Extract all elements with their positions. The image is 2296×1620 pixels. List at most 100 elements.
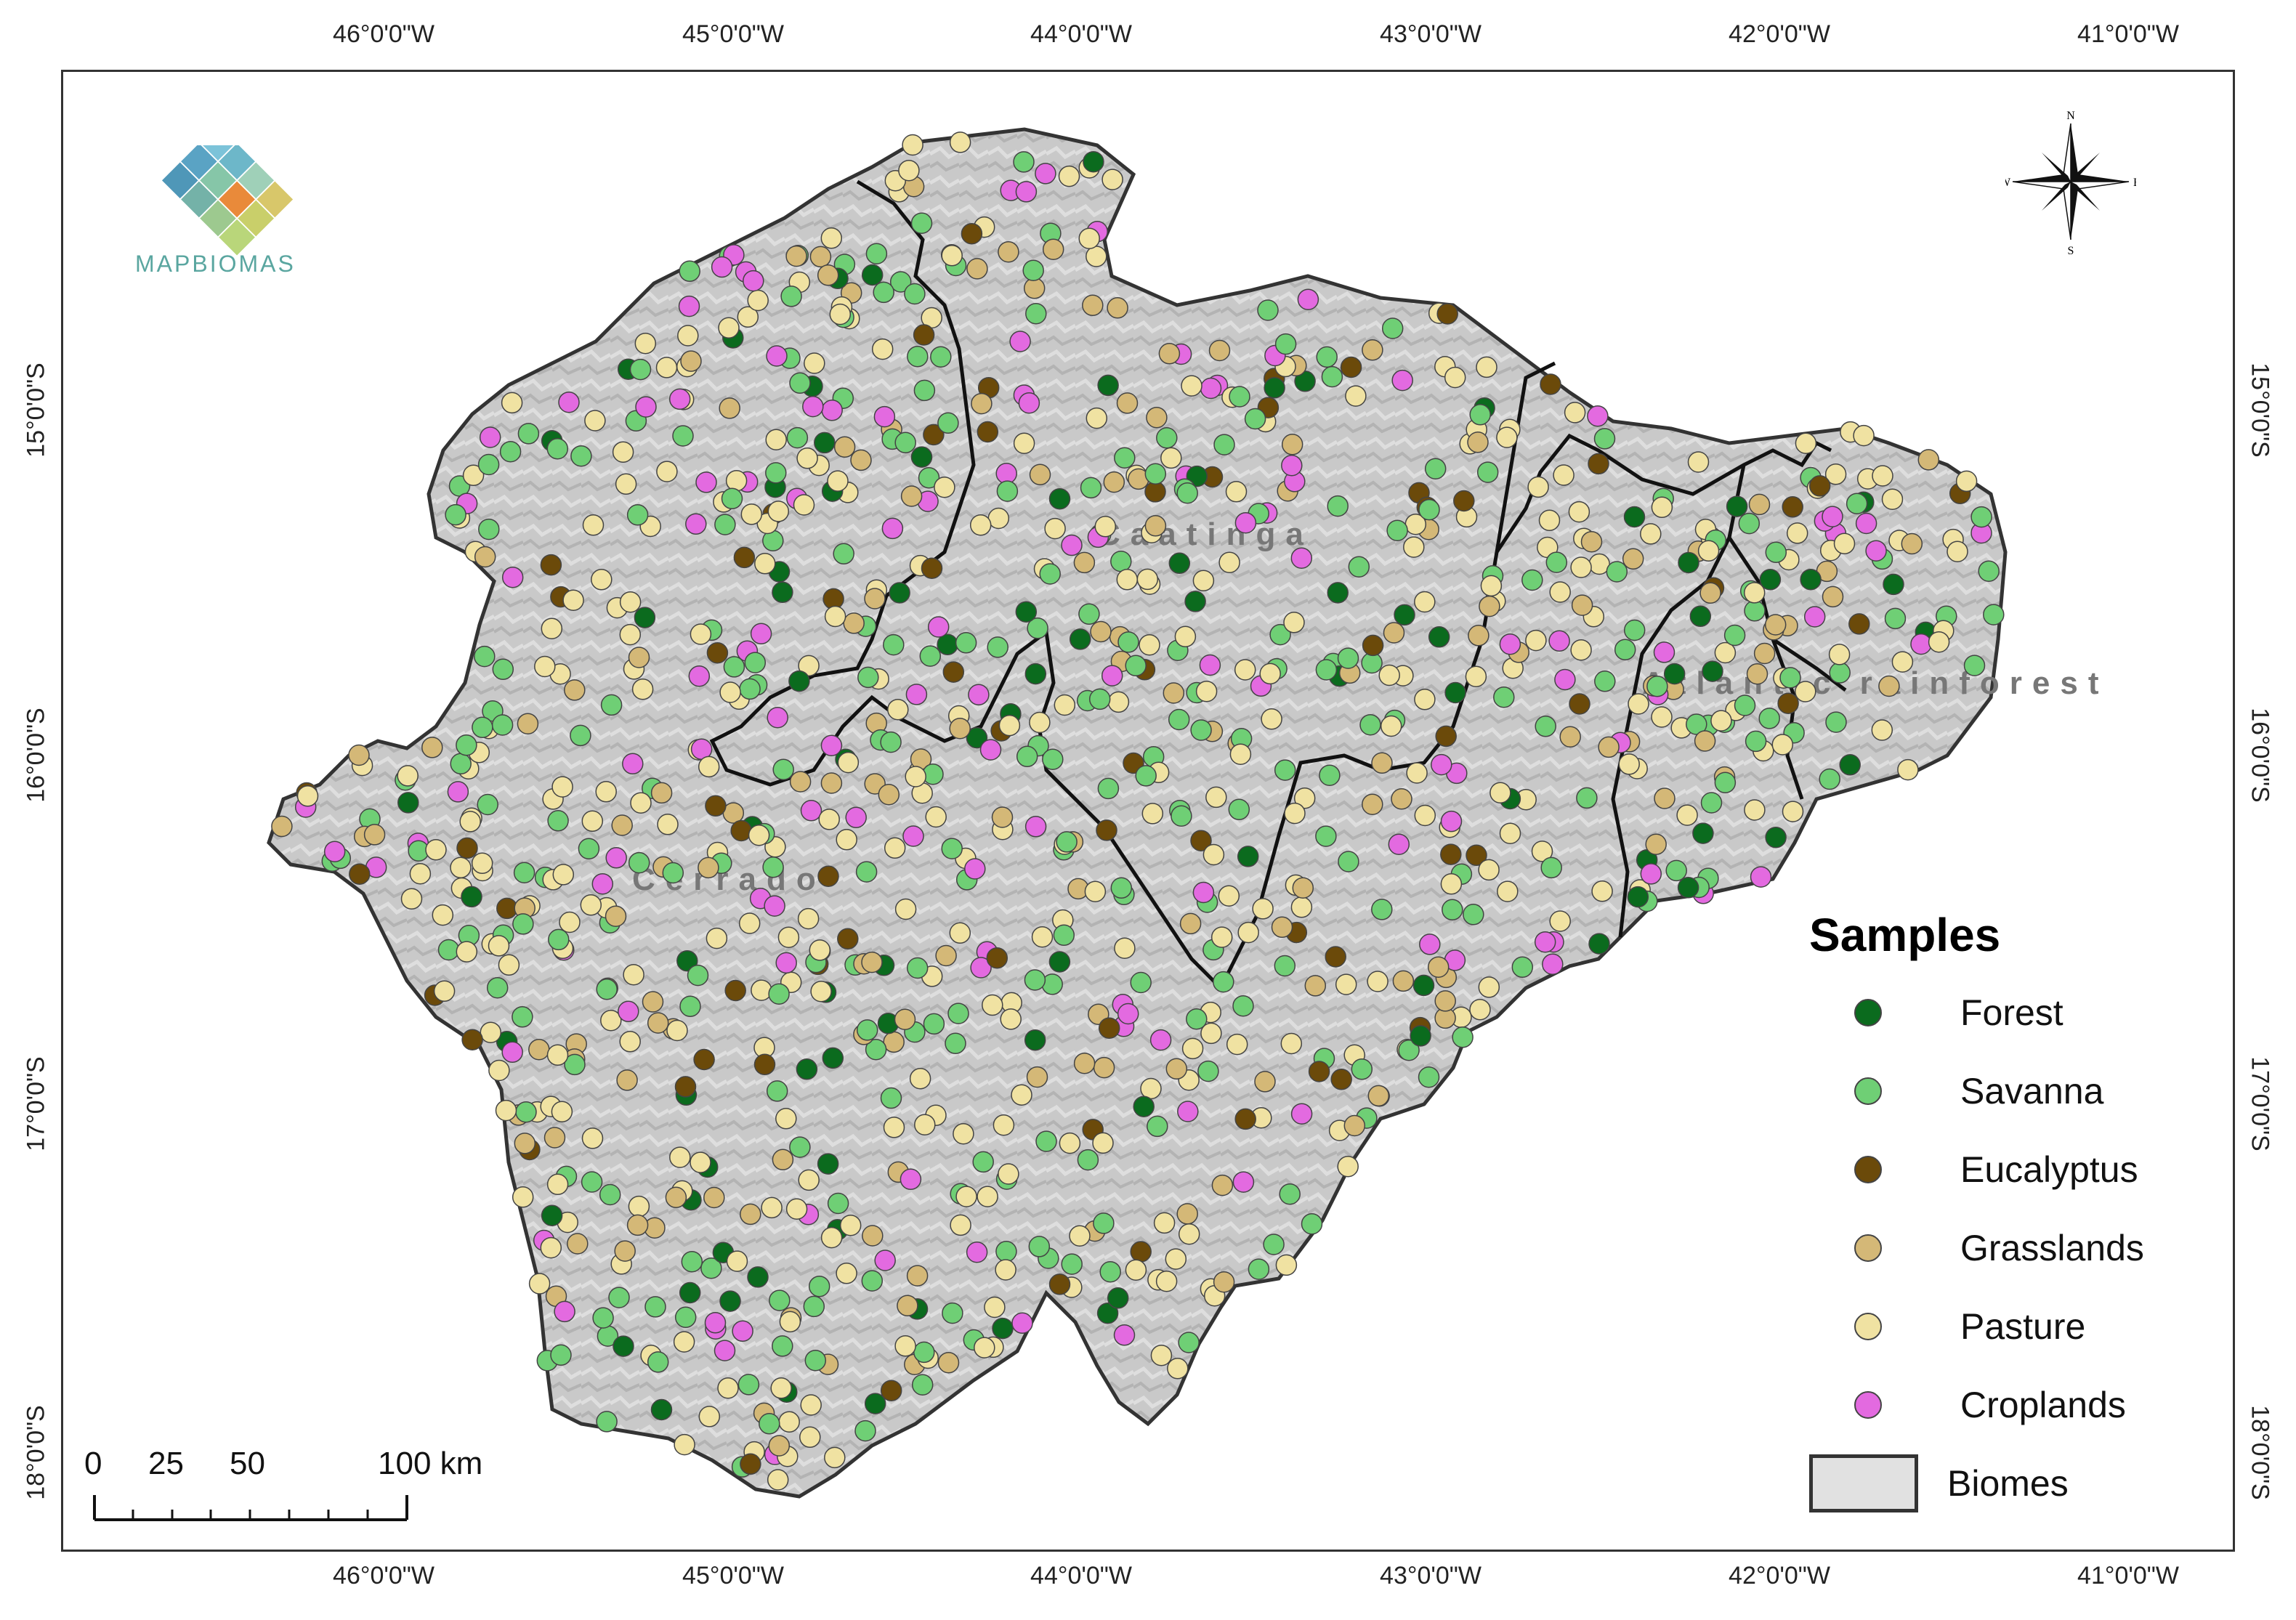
sample-point-savanna [1424, 458, 1447, 479]
sample-point-forest [1663, 663, 1686, 685]
sample-point-pasture [740, 503, 763, 525]
sample-point-pasture [656, 461, 678, 482]
sample-point-croplands [881, 517, 904, 540]
sample-point-savanna [1418, 498, 1440, 521]
sample-point-croplands [1640, 863, 1662, 885]
sample-point-forest [1677, 877, 1699, 899]
sample-point-grasslands [1822, 586, 1844, 608]
sample-point-pasture [397, 765, 419, 787]
sample-point-savanna [855, 861, 878, 883]
sample-point-savanna [923, 1013, 945, 1035]
sample-point-grasslands [1559, 726, 1581, 748]
sample-point-pasture [1538, 509, 1561, 532]
sample-point-croplands [1542, 953, 1564, 975]
sample-point-pasture [1218, 885, 1240, 907]
sample-point-savanna [1442, 899, 1463, 921]
sample-point-croplands [1234, 511, 1257, 534]
sample-point-savanna [1398, 1039, 1420, 1061]
sample-point-forest [1048, 951, 1071, 973]
sample-point-savanna [1042, 748, 1064, 770]
sample-point-savanna [1594, 671, 1616, 692]
sample-point-pasture [1771, 734, 1794, 756]
sample-point-pasture [1013, 432, 1035, 454]
sample-point-eucalyptus [1190, 830, 1212, 851]
sample-point-croplands [927, 616, 950, 638]
sample-point-savanna [769, 1289, 791, 1311]
sample-point-pasture [1202, 843, 1225, 866]
sample-point-grasslands [517, 713, 539, 734]
sample-point-grasslands [1042, 238, 1064, 260]
sample-point-savanna [450, 753, 472, 775]
sample-point-pasture [400, 888, 423, 910]
sample-point-pasture [871, 338, 894, 360]
sample-point-savanna [1765, 541, 1787, 564]
sample-point-savanna [600, 694, 623, 716]
sample-point-pasture [909, 1067, 931, 1090]
bottom-tick-45w: 45°0'0"W [682, 1562, 784, 1589]
sample-point-grasslands [1271, 916, 1293, 939]
sample-point-savanna [1110, 550, 1132, 572]
sample-point-pasture [1155, 1270, 1178, 1292]
sample-point-pasture [1549, 581, 1571, 603]
sample-point-eucalyptus [1540, 373, 1561, 395]
sample-point-savanna [1013, 151, 1035, 173]
sample-point-pasture [982, 994, 1003, 1016]
sample-point-pasture [799, 1426, 821, 1449]
sample-point-pasture [698, 1406, 721, 1427]
sample-point-forest [1623, 506, 1646, 528]
sample-point-forest [772, 581, 793, 604]
legend-swatch-biomes [1809, 1454, 1918, 1512]
sample-point-pasture [534, 655, 556, 678]
sample-point-pasture [761, 1196, 783, 1219]
sample-point-savanna [550, 1344, 572, 1366]
sample-point-savanna [629, 358, 652, 381]
sample-point-savanna [578, 838, 600, 860]
sample-point-pasture [738, 912, 761, 934]
sample-point-croplands [1587, 405, 1609, 427]
sample-point-pasture [717, 1377, 739, 1399]
sample-point-pasture [1489, 782, 1511, 803]
caatinga-atlantic-boundary [1218, 361, 1556, 989]
sample-point-pasture [698, 756, 720, 778]
sample-point-savanna [808, 1275, 830, 1297]
biome-label-caatinga: Caatinga [1097, 517, 1314, 552]
legend: Samples Forest Savanna Eucalyptus Grassland… [1795, 908, 2202, 1523]
sample-point-pasture [1116, 569, 1139, 591]
sample-point-eucalyptus [1340, 356, 1362, 378]
sample-point-eucalyptus [1308, 1061, 1330, 1082]
sample-point-pasture [1782, 801, 1804, 822]
sample-point-forest [1726, 495, 1748, 517]
sample-point-grasslands [1383, 622, 1405, 644]
sample-point-grasslands [1622, 548, 1644, 570]
sample-point-forest [1702, 660, 1723, 682]
sample-point-savanna [644, 1296, 666, 1318]
sample-point-savanna [517, 423, 540, 445]
sample-point-forest [1024, 663, 1047, 685]
sample-point-savanna [491, 714, 514, 736]
sample-point-grasslands [1371, 752, 1393, 774]
sample-point-croplands [1024, 816, 1047, 838]
sample-point-pasture [1640, 523, 1662, 545]
sample-point-eucalyptus [693, 1048, 715, 1071]
bottom-tick-42w: 42°0'0"W [1729, 1562, 1830, 1589]
sample-point-pasture [1928, 631, 1950, 653]
sample-point-pasture [1710, 710, 1732, 732]
sample-point-grasslands [605, 905, 627, 927]
sample-point-savanna [687, 964, 709, 987]
sample-point-pasture [1283, 612, 1305, 633]
sample-point-savanna [564, 1053, 586, 1076]
sample-point-pasture [1478, 976, 1500, 998]
sample-point-grasslands [1392, 970, 1415, 992]
sample-point-savanna [1147, 1115, 1168, 1138]
sample-point-savanna [1016, 745, 1038, 768]
sample-point-croplands [1554, 668, 1576, 691]
sample-point-pasture [1337, 1155, 1359, 1178]
sample-point-pasture [995, 1259, 1016, 1281]
sample-point-grasslands [883, 1031, 905, 1053]
sample-point-croplands [873, 405, 896, 428]
sample-point-pasture [1553, 464, 1575, 486]
sample-point-savanna [1665, 859, 1687, 882]
sample-point-croplands [964, 858, 986, 880]
sample-point-savanna [445, 503, 466, 526]
sample-point-grasslands [642, 991, 664, 1013]
